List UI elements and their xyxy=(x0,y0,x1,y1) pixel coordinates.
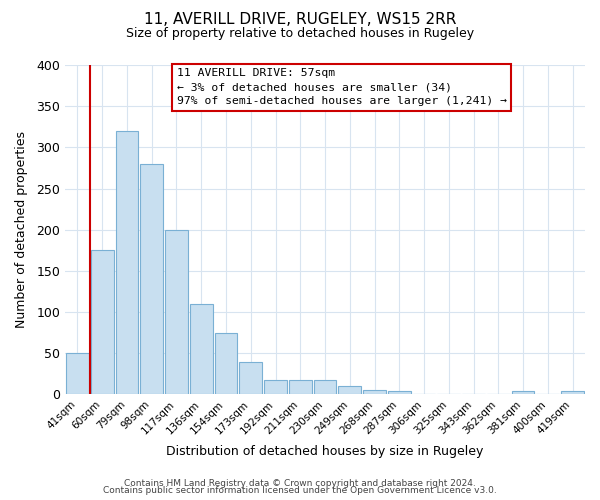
Bar xyxy=(140,164,163,394)
Bar xyxy=(215,332,238,394)
Bar xyxy=(66,354,89,395)
Bar xyxy=(314,380,337,394)
Bar xyxy=(190,304,212,394)
Bar xyxy=(561,391,584,394)
X-axis label: Distribution of detached houses by size in Rugeley: Distribution of detached houses by size … xyxy=(166,444,484,458)
Y-axis label: Number of detached properties: Number of detached properties xyxy=(15,131,28,328)
Text: Size of property relative to detached houses in Rugeley: Size of property relative to detached ho… xyxy=(126,28,474,40)
Bar xyxy=(91,250,113,394)
Text: 11 AVERILL DRIVE: 57sqm
← 3% of detached houses are smaller (34)
97% of semi-det: 11 AVERILL DRIVE: 57sqm ← 3% of detached… xyxy=(177,68,507,106)
Bar xyxy=(363,390,386,394)
Bar xyxy=(289,380,311,394)
Bar xyxy=(239,362,262,394)
Text: 11, AVERILL DRIVE, RUGELEY, WS15 2RR: 11, AVERILL DRIVE, RUGELEY, WS15 2RR xyxy=(144,12,456,28)
Bar xyxy=(116,131,139,394)
Bar xyxy=(338,386,361,394)
Text: Contains public sector information licensed under the Open Government Licence v3: Contains public sector information licen… xyxy=(103,486,497,495)
Bar xyxy=(264,380,287,394)
Bar xyxy=(388,391,410,394)
Text: Contains HM Land Registry data © Crown copyright and database right 2024.: Contains HM Land Registry data © Crown c… xyxy=(124,478,476,488)
Bar xyxy=(165,230,188,394)
Bar xyxy=(512,391,535,394)
